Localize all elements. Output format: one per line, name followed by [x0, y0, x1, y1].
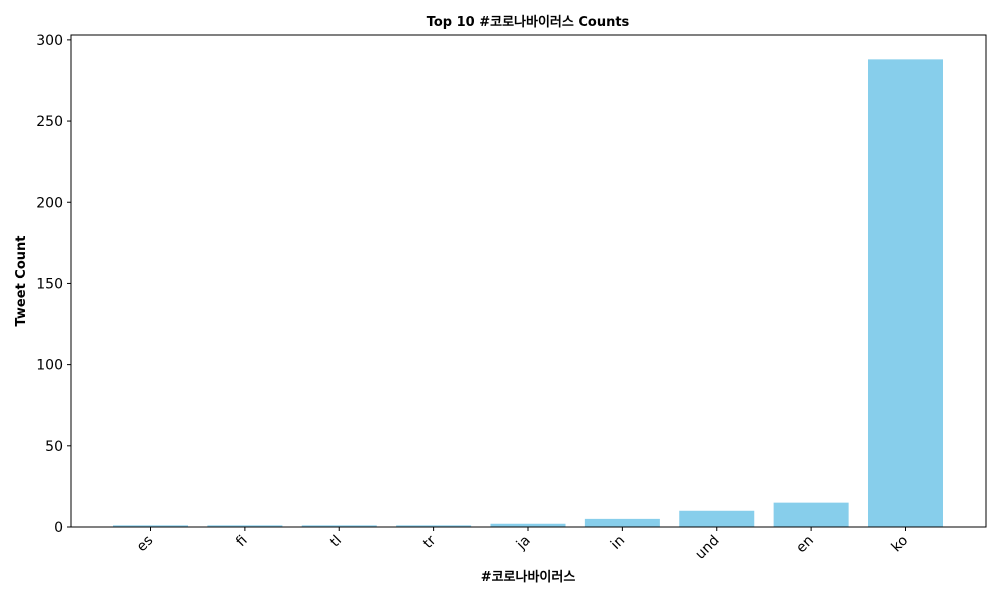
bar-und	[679, 510, 755, 527]
x-tick-label: tl	[327, 533, 345, 551]
bar-es	[113, 525, 188, 527]
x-tick-label: es	[134, 533, 157, 556]
chart-title: Top 10 #코로나바이러스 Counts	[427, 14, 630, 30]
bar-in	[584, 518, 660, 527]
x-tick-label: ko	[889, 533, 912, 556]
y-tick-label: 100	[36, 358, 63, 374]
y-tick-label: 300	[36, 33, 63, 49]
y-axis: 0 50 100 150 200 250 300	[36, 33, 71, 536]
bar-tl	[301, 525, 377, 527]
bar-tr	[396, 525, 472, 527]
x-tick-label: tr	[420, 532, 439, 551]
x-tick-label: fi	[233, 533, 251, 551]
x-tick-label: in	[608, 533, 628, 553]
plot-area	[113, 59, 943, 528]
y-axis-label: Tweet Count	[14, 235, 29, 326]
bar-ko	[868, 59, 943, 528]
y-tick-label: 250	[36, 114, 63, 130]
y-tick-label: 0	[54, 520, 63, 536]
bar-fi	[207, 525, 283, 527]
bar-en	[773, 502, 849, 527]
y-tick-label: 150	[36, 276, 63, 292]
x-tick-label: und	[692, 533, 722, 563]
y-tick-label: 50	[45, 439, 63, 455]
y-tick-label: 200	[36, 195, 63, 211]
x-axis-label: #코로나바이러스	[481, 569, 576, 585]
plot-frame	[70, 34, 987, 528]
x-tick-label: ja	[513, 533, 534, 554]
x-axis: es fi tl tr ja in und en ko	[134, 527, 912, 563]
bar-ja	[490, 523, 566, 527]
x-tick-label: en	[793, 533, 817, 557]
